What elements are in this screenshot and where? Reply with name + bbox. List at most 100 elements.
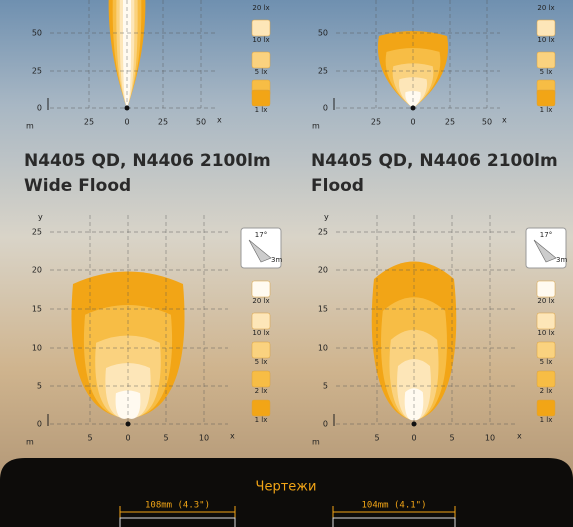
y-tick-label: 20: [32, 266, 42, 275]
panel-heading: N4405 QD, N4406 2100lm Wide Flood: [24, 151, 271, 196]
y-tick-label: 50: [318, 29, 328, 38]
legend-swatch: [536, 89, 556, 107]
legend-label: 10 lx: [537, 329, 554, 337]
beam-zone: [122, 0, 132, 108]
x-tick-label: 25: [158, 118, 168, 127]
y-tick-label: 15: [318, 305, 328, 314]
icon-distance: 3m: [271, 256, 282, 264]
legend-swatch: [536, 370, 556, 388]
legend-swatch: [251, 89, 271, 107]
drawings-panel: [0, 458, 573, 527]
x-tick-label: 10: [485, 434, 495, 443]
legend-swatch: [536, 341, 556, 359]
axis-unit: m: [26, 438, 34, 447]
x-axis-label: x: [230, 432, 235, 441]
x-axis-label: x: [217, 116, 222, 125]
x-tick-label: 5: [374, 434, 379, 443]
x-tick-label: 10: [199, 434, 209, 443]
y-tick-label: 15: [32, 305, 42, 314]
legend-label: 5 lx: [255, 358, 268, 366]
x-tick-label: 0: [410, 118, 415, 127]
legend-swatch: [251, 19, 271, 37]
legend-swatch: [251, 370, 271, 388]
dimension-label: 104mm (4.1"): [361, 501, 426, 511]
legend-swatch: [251, 280, 271, 298]
dimension-label: 108mm (4.3"): [145, 501, 210, 511]
y-axis-label: y: [38, 213, 43, 222]
y-tick-label: 20: [318, 266, 328, 275]
y-tick-label: 0: [323, 420, 328, 429]
axis-unit: m: [312, 122, 320, 131]
legend-label: 20 lx: [537, 297, 554, 305]
icon-angle: 17°: [540, 231, 552, 239]
y-tick-label: 25: [32, 228, 42, 237]
y-axis-label: y: [324, 213, 329, 222]
legend-swatch: [251, 399, 271, 417]
origin: [410, 105, 416, 111]
x-tick-label: 25: [371, 118, 381, 127]
icon-beam: [533, 239, 557, 263]
legend-swatch: [251, 312, 271, 330]
y-tick-label: 25: [318, 228, 328, 237]
legend-label: 1 lx: [540, 106, 553, 114]
y-tick-label: 50: [32, 29, 42, 38]
x-tick-label: 5: [449, 434, 454, 443]
legend-label: 1 lx: [255, 106, 268, 114]
origin: [125, 421, 131, 427]
drawings-title: Чертежи: [256, 480, 317, 495]
axis-unit: m: [312, 438, 320, 447]
x-tick-label: 0: [411, 434, 416, 443]
icon-angle: 17°: [255, 231, 267, 239]
x-tick-label: 5: [163, 434, 168, 443]
y-tick-label: 10: [32, 344, 42, 353]
legend-label: 5 lx: [255, 68, 268, 76]
x-tick-label: 25: [84, 118, 94, 127]
legend-label: 20 lx: [252, 4, 269, 12]
legend-label: 20 lx: [537, 4, 554, 12]
icon-distance: 3m: [556, 256, 567, 264]
legend-label: 10 lx: [252, 36, 269, 44]
x-tick-label: 25: [445, 118, 455, 127]
x-tick-label: 50: [196, 118, 206, 127]
x-axis-label: x: [502, 116, 507, 125]
legend-label: 1 lx: [255, 416, 268, 424]
legend-label: 2 lx: [255, 387, 268, 395]
y-tick-label: 0: [323, 104, 328, 113]
legend-swatch: [536, 51, 556, 69]
legend-label: 5 lx: [540, 68, 553, 76]
y-tick-label: 0: [37, 420, 42, 429]
heading-line: Flood: [311, 176, 364, 196]
x-tick-label: 0: [125, 434, 130, 443]
x-tick-label: 5: [87, 434, 92, 443]
lamp-outline: [119, 517, 236, 527]
y-tick-label: 5: [323, 382, 328, 391]
x-axis-label: x: [517, 432, 522, 441]
legend-swatch: [536, 19, 556, 37]
legend-label: 10 lx: [252, 329, 269, 337]
legend-swatch: [536, 280, 556, 298]
y-tick-label: 25: [318, 67, 328, 76]
icon-beam: [248, 239, 272, 263]
origin: [411, 421, 417, 427]
y-tick-label: 25: [32, 67, 42, 76]
legend-swatch: [536, 399, 556, 417]
heading-line: N4405 QD, N4406 2100lm: [24, 151, 271, 171]
y-tick-label: 10: [318, 344, 328, 353]
y-tick-label: 0: [37, 104, 42, 113]
legend-label: 1 lx: [540, 416, 553, 424]
origin: [124, 105, 130, 111]
legend-swatch: [536, 312, 556, 330]
x-tick-label: 50: [482, 118, 492, 127]
legend-swatch: [251, 341, 271, 359]
legend-label: 20 lx: [252, 297, 269, 305]
legend-label: 5 lx: [540, 358, 553, 366]
lamp-outline: [332, 517, 456, 527]
legend-label: 2 lx: [540, 387, 553, 395]
x-tick-label: 0: [124, 118, 129, 127]
legend-label: 10 lx: [537, 36, 554, 44]
y-tick-label: 5: [37, 382, 42, 391]
heading-line: N4405 QD, N4406 2100lm: [311, 151, 558, 171]
heading-line: Wide Flood: [24, 176, 131, 196]
